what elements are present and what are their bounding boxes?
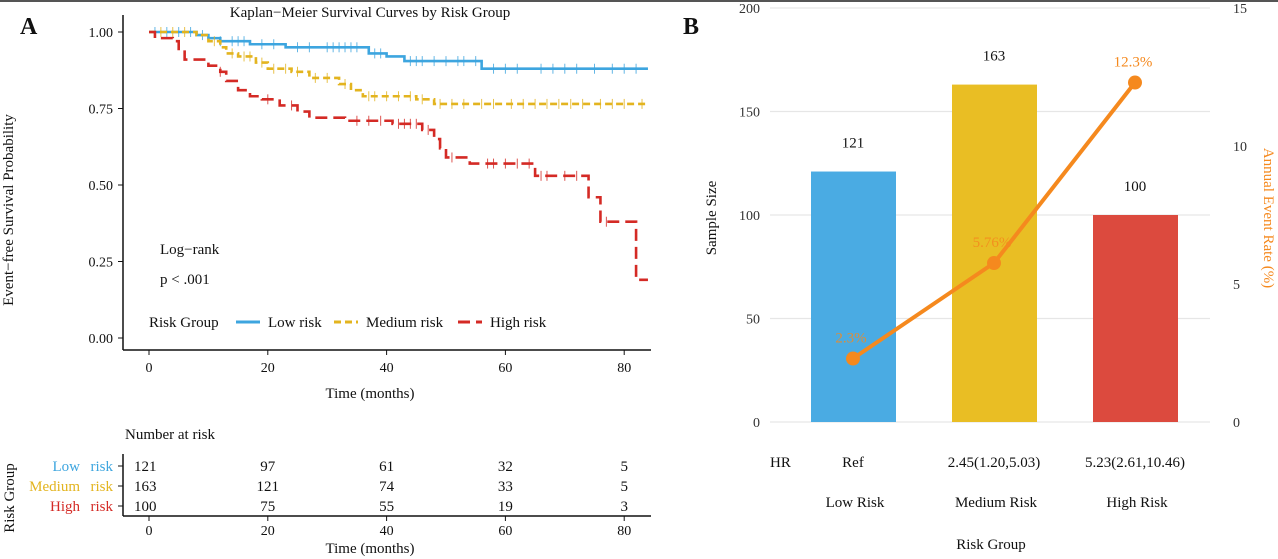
- bar-high-risk: [1093, 215, 1178, 422]
- risk-row-label-b: risk: [91, 499, 114, 515]
- top-border: [0, 0, 1278, 2]
- risk-row-label-a: High: [50, 499, 81, 515]
- km-y-tick-label: 0.50: [89, 179, 114, 194]
- risk-count: 3: [620, 499, 628, 515]
- category-label: Low Risk: [826, 495, 885, 511]
- risk-count: 55: [379, 499, 394, 515]
- bar-y2-tick-label: 0: [1233, 416, 1240, 431]
- panel-label-a: A: [20, 14, 38, 40]
- legend: Low risk Medium risk High risk: [236, 315, 547, 331]
- legend-label: Medium risk: [366, 315, 444, 331]
- bar-y2-tick-label: 5: [1233, 278, 1240, 293]
- legend-title: Risk Group: [149, 315, 219, 331]
- risk-table-x-tick-label: 0: [146, 524, 153, 539]
- bar-value-label: 163: [983, 49, 1006, 65]
- legend-label: Low risk: [268, 315, 322, 331]
- km-y-tick-label: 1.00: [89, 26, 114, 41]
- km-y-tick-label: 0.75: [89, 103, 114, 118]
- bar-y2-tick-label: 10: [1233, 140, 1247, 155]
- risk-count: 163: [134, 479, 157, 495]
- km-curve-medium-risk: [149, 30, 648, 106]
- bar-medium-risk: [952, 84, 1037, 422]
- bar-value-label: 121: [842, 136, 865, 152]
- km-plot: Kaplan−Meier Survival Curves by Risk Gro…: [1, 5, 651, 402]
- km-y-tick-label: 0.25: [89, 256, 114, 271]
- risk-table-title: Number at risk: [125, 427, 215, 443]
- risk-count: 121: [257, 479, 280, 495]
- risk-table-x-tick-label: 20: [261, 524, 275, 539]
- km-x-tick-label: 0: [146, 361, 153, 376]
- km-x-tick-label: 80: [617, 361, 631, 376]
- hr-label: HR: [770, 455, 791, 471]
- km-x-tick-label: 20: [261, 361, 275, 376]
- km-y-tick-label: 0.00: [89, 332, 114, 347]
- category-label: High Risk: [1106, 495, 1168, 511]
- legend-label: High risk: [490, 315, 547, 331]
- km-x-tick-label: 60: [498, 361, 512, 376]
- bar-y-tick-label: 150: [739, 106, 760, 121]
- risk-table-x-label: Time (months): [325, 541, 414, 557]
- risk-row-label-a: Medium: [29, 479, 80, 495]
- hr-value: 2.45(1.20,5.03): [948, 455, 1041, 471]
- risk-count: 75: [260, 499, 275, 515]
- event-rate-point: [846, 351, 860, 366]
- km-title: Kaplan−Meier Survival Curves by Risk Gro…: [230, 5, 511, 21]
- category-label: Medium Risk: [955, 495, 1038, 511]
- hr-value: Ref: [842, 455, 864, 471]
- event-rate-label: 5.76%: [973, 235, 1012, 251]
- bar-y-tick-label: 100: [739, 209, 760, 224]
- bar-line-chart: Sample Size Annual Event Rate (%) Risk G…: [704, 2, 1276, 553]
- p-value: p < .001: [160, 272, 210, 288]
- bar-low-risk: [811, 171, 896, 422]
- bar-y-tick-label: 200: [739, 2, 760, 17]
- bar-y2-tick-label: 15: [1233, 2, 1247, 17]
- km-curve-low-risk: [149, 30, 648, 71]
- risk-count: 5: [620, 459, 628, 475]
- event-rate-label: 2.3%: [835, 331, 866, 347]
- bar-x-label: Risk Group: [956, 537, 1026, 553]
- risk-table: Number at risk Risk Group Time (months) …: [2, 427, 651, 557]
- km-y-label: Event−free Survival Probability: [1, 114, 17, 306]
- risk-row-label-a: Low: [53, 459, 81, 475]
- risk-table-y-label: Risk Group: [2, 463, 18, 533]
- risk-table-x-tick-label: 80: [617, 524, 631, 539]
- risk-count: 61: [379, 459, 394, 475]
- logrank-label: Log−rank: [160, 242, 220, 258]
- bar-y-tick-label: 50: [746, 313, 760, 328]
- hr-value: 5.23(2.61,10.46): [1085, 455, 1185, 471]
- risk-row-label-b: risk: [91, 459, 114, 475]
- risk-count: 5: [620, 479, 628, 495]
- risk-count: 100: [134, 499, 157, 515]
- risk-count: 32: [498, 459, 513, 475]
- panel-label-b: B: [683, 14, 699, 40]
- risk-count: 74: [379, 479, 395, 495]
- km-curve-high-risk: [149, 30, 648, 282]
- km-x-tick-label: 40: [380, 361, 394, 376]
- bar-value-label: 100: [1124, 179, 1147, 195]
- risk-table-x-tick-label: 60: [498, 524, 512, 539]
- bar-y2-label: Annual Event Rate (%): [1260, 148, 1276, 288]
- risk-count: 97: [260, 459, 276, 475]
- risk-count: 121: [134, 459, 157, 475]
- risk-row-label-b: risk: [91, 479, 114, 495]
- risk-count: 33: [498, 479, 513, 495]
- event-rate-point: [1128, 75, 1142, 90]
- km-x-label: Time (months): [325, 386, 414, 402]
- risk-table-x-tick-label: 40: [380, 524, 394, 539]
- risk-count: 19: [498, 499, 513, 515]
- bar-y-tick-label: 0: [753, 416, 760, 431]
- event-rate-label: 12.3%: [1114, 55, 1153, 71]
- event-rate-point: [987, 256, 1001, 271]
- bar-y-label: Sample Size: [704, 180, 720, 255]
